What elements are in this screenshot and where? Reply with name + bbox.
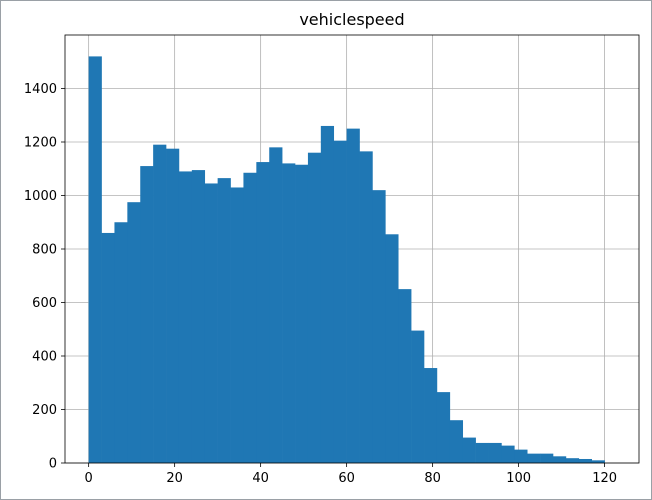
histogram-bar (153, 144, 167, 464)
y-tick-label: 200 (32, 403, 57, 418)
histogram-bar (101, 232, 115, 463)
histogram-bar (269, 147, 283, 463)
histogram-bar (320, 125, 335, 463)
histogram-bar (565, 458, 580, 463)
histogram-bar (256, 162, 270, 463)
histogram-bar (295, 164, 309, 464)
histogram-bar (372, 190, 386, 463)
histogram-bar (333, 140, 347, 463)
histogram-bar (114, 222, 128, 463)
histogram-bar (204, 183, 218, 463)
histogram-bar (578, 458, 593, 463)
chart-title: vehiclespeed (299, 10, 404, 29)
x-tick-label: 20 (166, 471, 183, 486)
y-tick-label: 400 (32, 350, 57, 365)
histogram-bar (140, 166, 154, 463)
y-tick-label: 1200 (24, 136, 57, 151)
histogram-bar (398, 289, 412, 463)
y-tick-label: 600 (32, 296, 57, 311)
histogram-bar (553, 456, 567, 463)
histogram-bar (191, 170, 206, 463)
histogram-bar (411, 330, 425, 463)
y-tick-label: 800 (32, 243, 57, 258)
histogram-bar (449, 420, 464, 463)
histogram-bar (591, 460, 605, 463)
x-tick-label: 100 (506, 471, 531, 486)
histogram-bar (178, 171, 193, 464)
histogram-bar (527, 453, 541, 463)
histogram-bar (166, 148, 180, 463)
y-tick-label: 1400 (24, 82, 57, 97)
x-tick-label: 60 (338, 471, 355, 486)
histogram-bar (282, 163, 296, 463)
histogram-bar (217, 178, 231, 464)
histogram-bar (475, 442, 489, 463)
histogram-bar (359, 151, 373, 464)
histogram-bar (88, 56, 102, 464)
histogram-bar (346, 128, 360, 463)
histogram-bar (127, 202, 141, 463)
x-tick-label: 120 (592, 471, 617, 486)
histogram-bar (462, 437, 476, 463)
histogram-bar (488, 442, 502, 463)
histogram-bar (424, 368, 438, 463)
histogram-bar (307, 152, 322, 463)
histogram-bar (501, 445, 515, 463)
histogram-bar (540, 453, 554, 463)
histogram-bar (385, 234, 399, 463)
histogram-bar (230, 187, 244, 463)
histogram-bar (436, 392, 451, 463)
x-tick-label: 80 (424, 471, 441, 486)
y-tick-label: 1000 (24, 189, 57, 204)
y-tick-label: 0 (49, 457, 57, 472)
axes (61, 34, 640, 467)
x-tick-label: 0 (85, 471, 93, 486)
histogram-bar (514, 449, 528, 463)
histogram-bar (243, 172, 257, 463)
x-tick-label: 40 (252, 471, 269, 486)
bars (88, 56, 605, 464)
